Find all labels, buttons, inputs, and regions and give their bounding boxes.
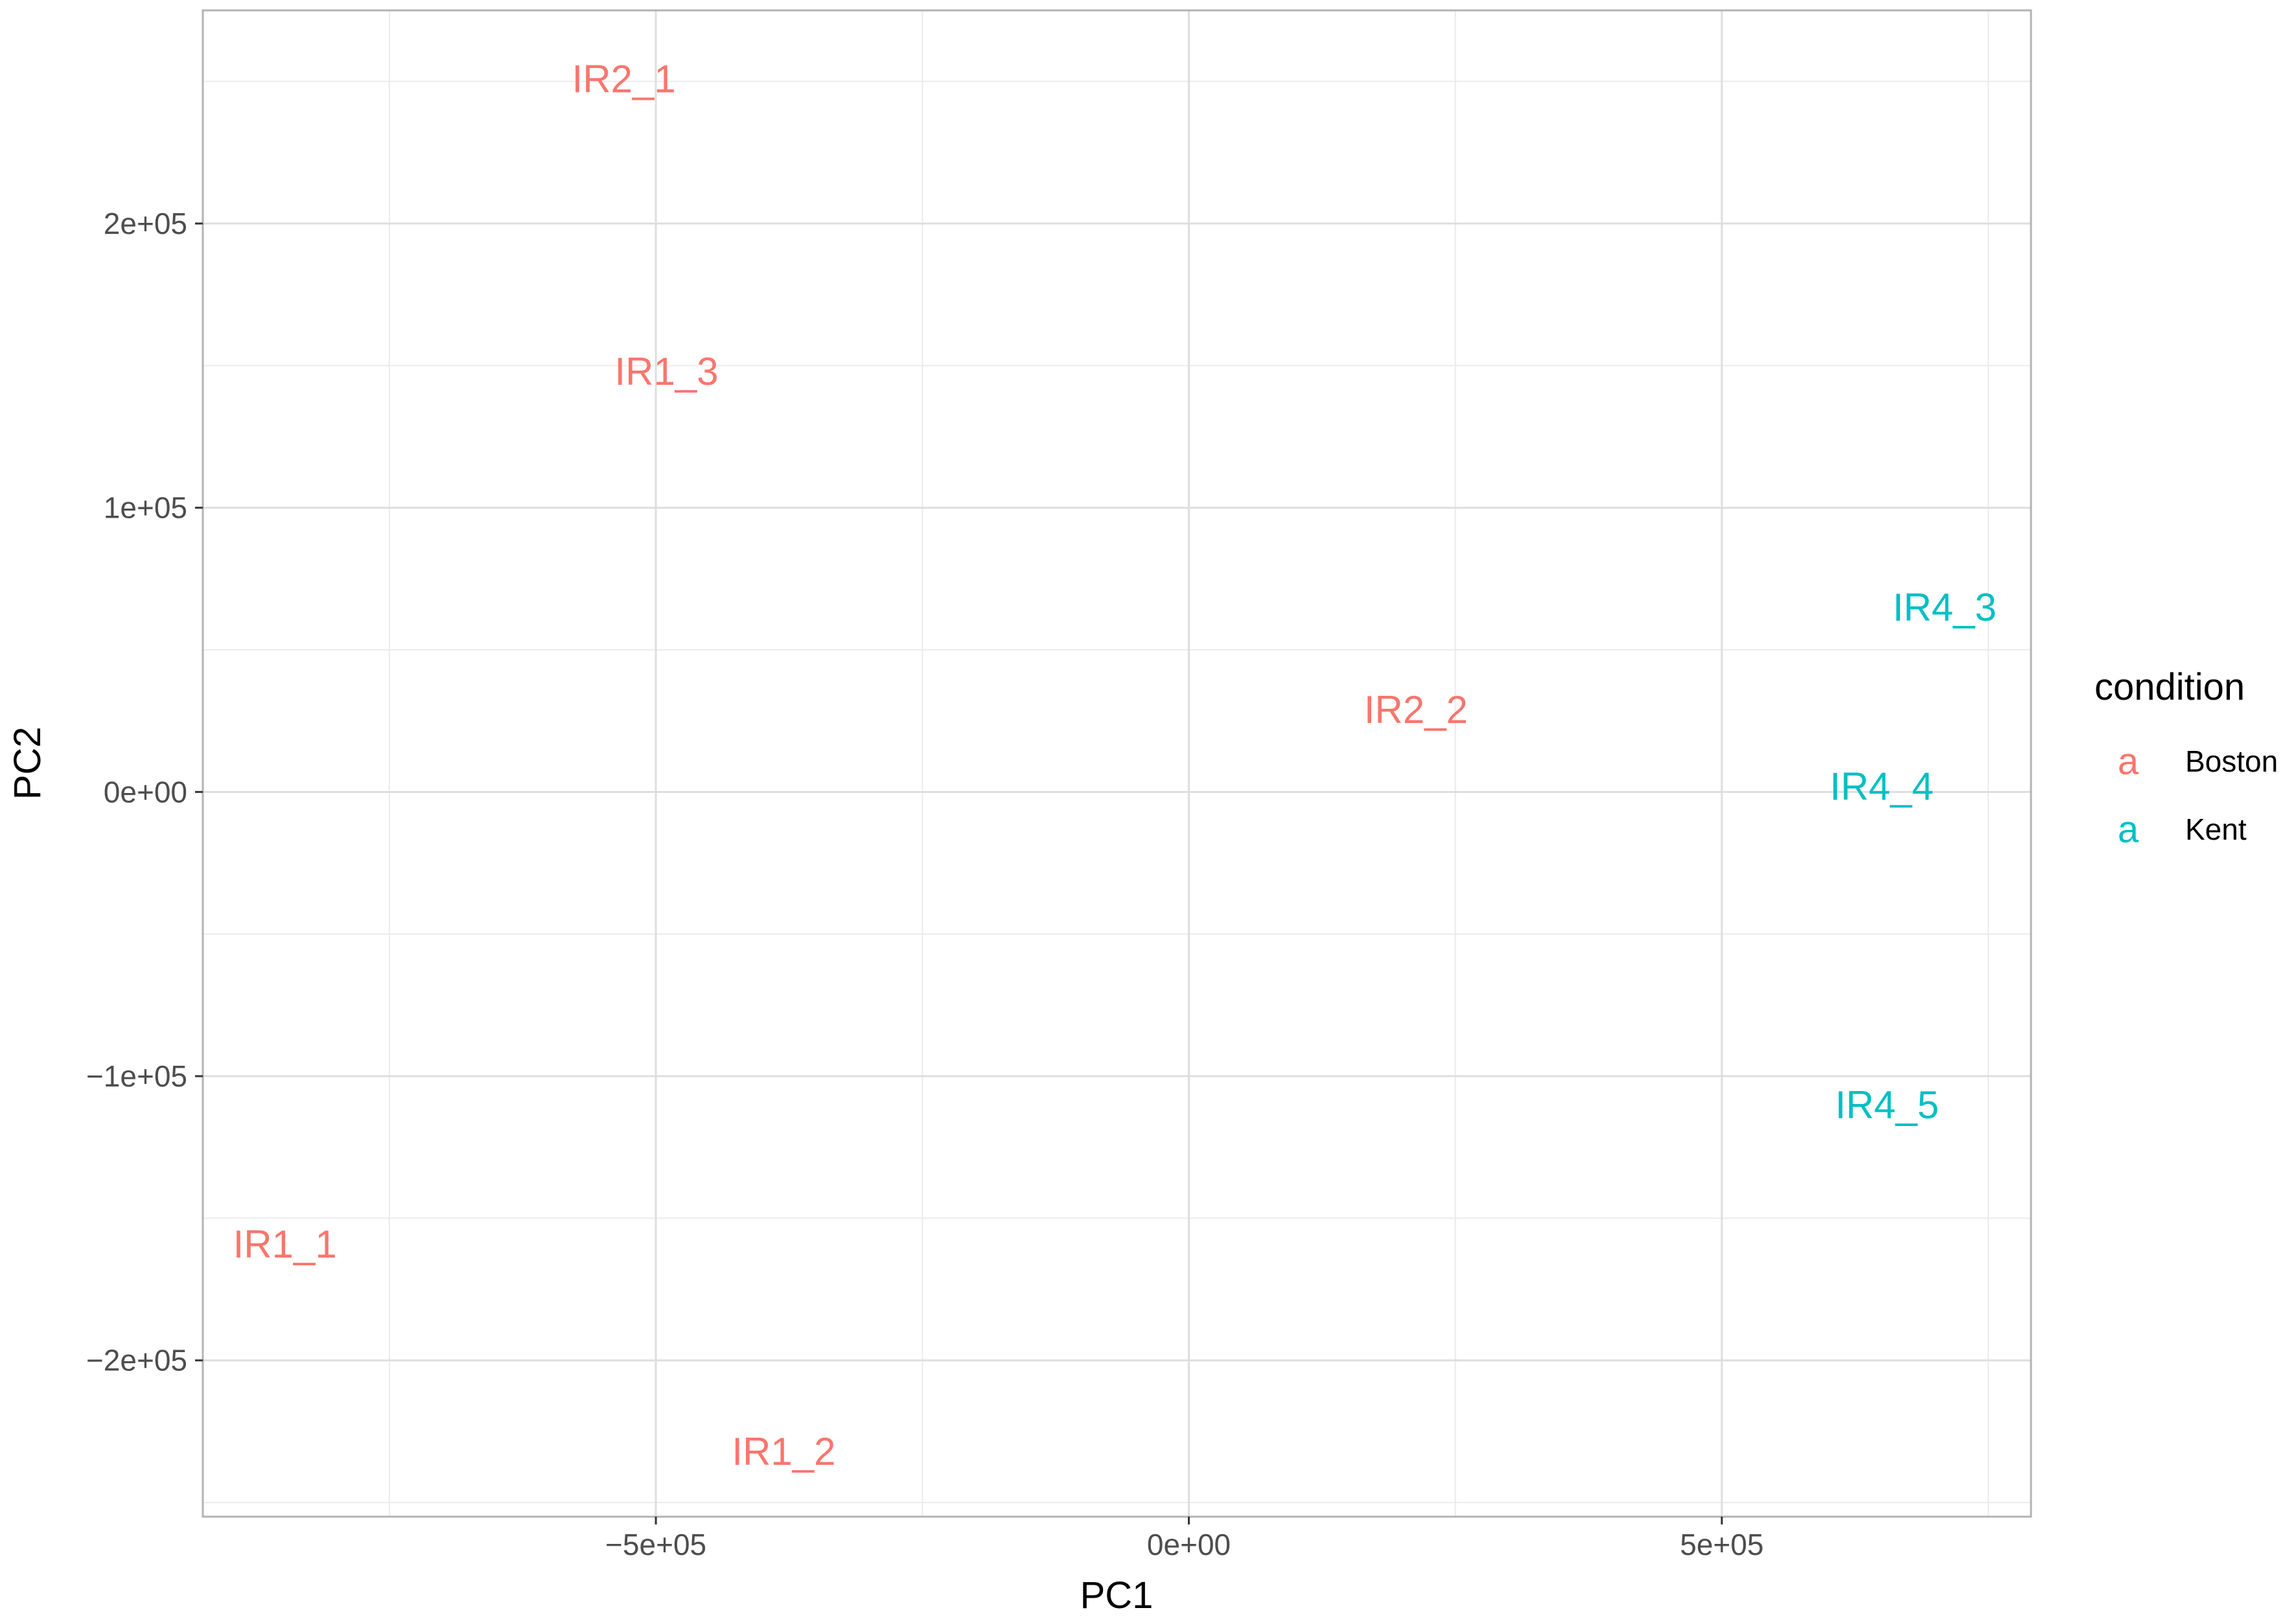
point-labels: IR2_1 IR1_3 IR2_2 IR1_1 IR1_2 IR4_3 IR4_4 IR4_5	[233, 57, 1997, 1473]
y-tick-label: −2e+05	[86, 1344, 187, 1377]
x-tick-label: −5e+05	[605, 1528, 706, 1561]
legend-key-boston: a	[2118, 741, 2139, 783]
x-axis-title: PC1	[1080, 1574, 1154, 1616]
point-label-ir4-5: IR4_5	[1835, 1083, 1939, 1127]
y-axis-title: PC2	[6, 727, 49, 800]
x-axis-ticks: −5e+05 0e+00 5e+05	[605, 1517, 1764, 1561]
y-tick-label: 2e+05	[104, 207, 187, 240]
point-label-ir1-2: IR1_2	[732, 1430, 835, 1473]
x-tick-label: 0e+00	[1147, 1528, 1231, 1561]
y-tick-label: 1e+05	[104, 491, 187, 525]
panel-border	[202, 9, 2032, 1518]
point-label-ir1-3: IR1_3	[614, 350, 718, 393]
panel-background	[203, 10, 2031, 1517]
legend: condition a Boston a Kent	[2094, 666, 2278, 851]
point-label-ir4-3: IR4_3	[1893, 586, 1997, 629]
legend-label-kent: Kent	[2185, 812, 2247, 846]
legend-entries: a Boston a Kent	[2118, 741, 2278, 851]
point-label-ir4-4: IR4_4	[1830, 765, 1934, 809]
y-tick-label: −1e+05	[86, 1059, 187, 1093]
point-label-ir2-1: IR2_1	[572, 57, 676, 100]
major-gridlines	[203, 10, 2031, 1517]
legend-key-kent: a	[2118, 809, 2139, 851]
legend-title: condition	[2094, 666, 2245, 708]
x-tick-label: 5e+05	[1680, 1528, 1763, 1561]
point-label-ir2-2: IR2_2	[1364, 688, 1468, 731]
legend-label-boston: Boston	[2185, 744, 2278, 778]
point-label-ir1-1: IR1_1	[233, 1223, 337, 1266]
y-tick-label: 0e+00	[104, 775, 187, 809]
minor-gridlines	[203, 10, 2031, 1517]
y-axis-ticks: −2e+05 −1e+05 0e+00 1e+05 2e+05	[86, 207, 203, 1377]
